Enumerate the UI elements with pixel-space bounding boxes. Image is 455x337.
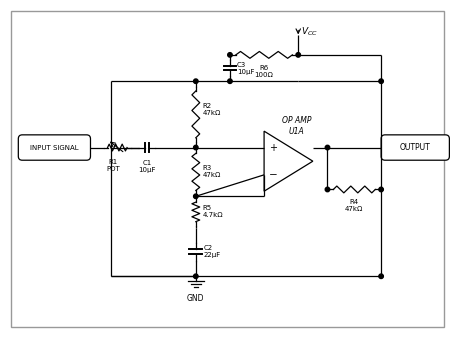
Circle shape xyxy=(193,79,197,84)
Text: C1
10μF: C1 10μF xyxy=(138,160,156,173)
FancyBboxPatch shape xyxy=(11,11,443,327)
Text: R2
47kΩ: R2 47kΩ xyxy=(202,103,221,116)
Text: OP AMP
U1A: OP AMP U1A xyxy=(281,116,310,136)
Text: C3
10μF: C3 10μF xyxy=(236,62,254,74)
FancyBboxPatch shape xyxy=(18,135,90,160)
Text: $V_{CC}$: $V_{CC}$ xyxy=(300,25,318,38)
Circle shape xyxy=(324,187,329,192)
Circle shape xyxy=(193,274,197,278)
Text: INPUT SIGNAL: INPUT SIGNAL xyxy=(30,145,79,151)
Circle shape xyxy=(378,187,383,192)
Circle shape xyxy=(227,79,232,84)
Circle shape xyxy=(193,194,197,198)
Text: R5
4.7kΩ: R5 4.7kΩ xyxy=(202,205,223,218)
FancyBboxPatch shape xyxy=(380,135,448,160)
Text: R6
100Ω: R6 100Ω xyxy=(254,65,273,78)
Text: C2
22μF: C2 22μF xyxy=(203,245,220,258)
Text: OUTPUT: OUTPUT xyxy=(399,143,430,152)
Text: R1
POT: R1 POT xyxy=(106,159,120,172)
Circle shape xyxy=(378,274,383,278)
Circle shape xyxy=(193,145,197,150)
Circle shape xyxy=(324,145,329,150)
Text: GND: GND xyxy=(187,294,204,303)
Text: R3
47kΩ: R3 47kΩ xyxy=(202,165,221,178)
Circle shape xyxy=(227,53,232,57)
Text: R4
47kΩ: R4 47kΩ xyxy=(344,199,363,212)
Circle shape xyxy=(378,79,383,84)
Text: −: − xyxy=(268,170,277,180)
Text: +: + xyxy=(268,143,276,153)
Circle shape xyxy=(295,53,300,57)
